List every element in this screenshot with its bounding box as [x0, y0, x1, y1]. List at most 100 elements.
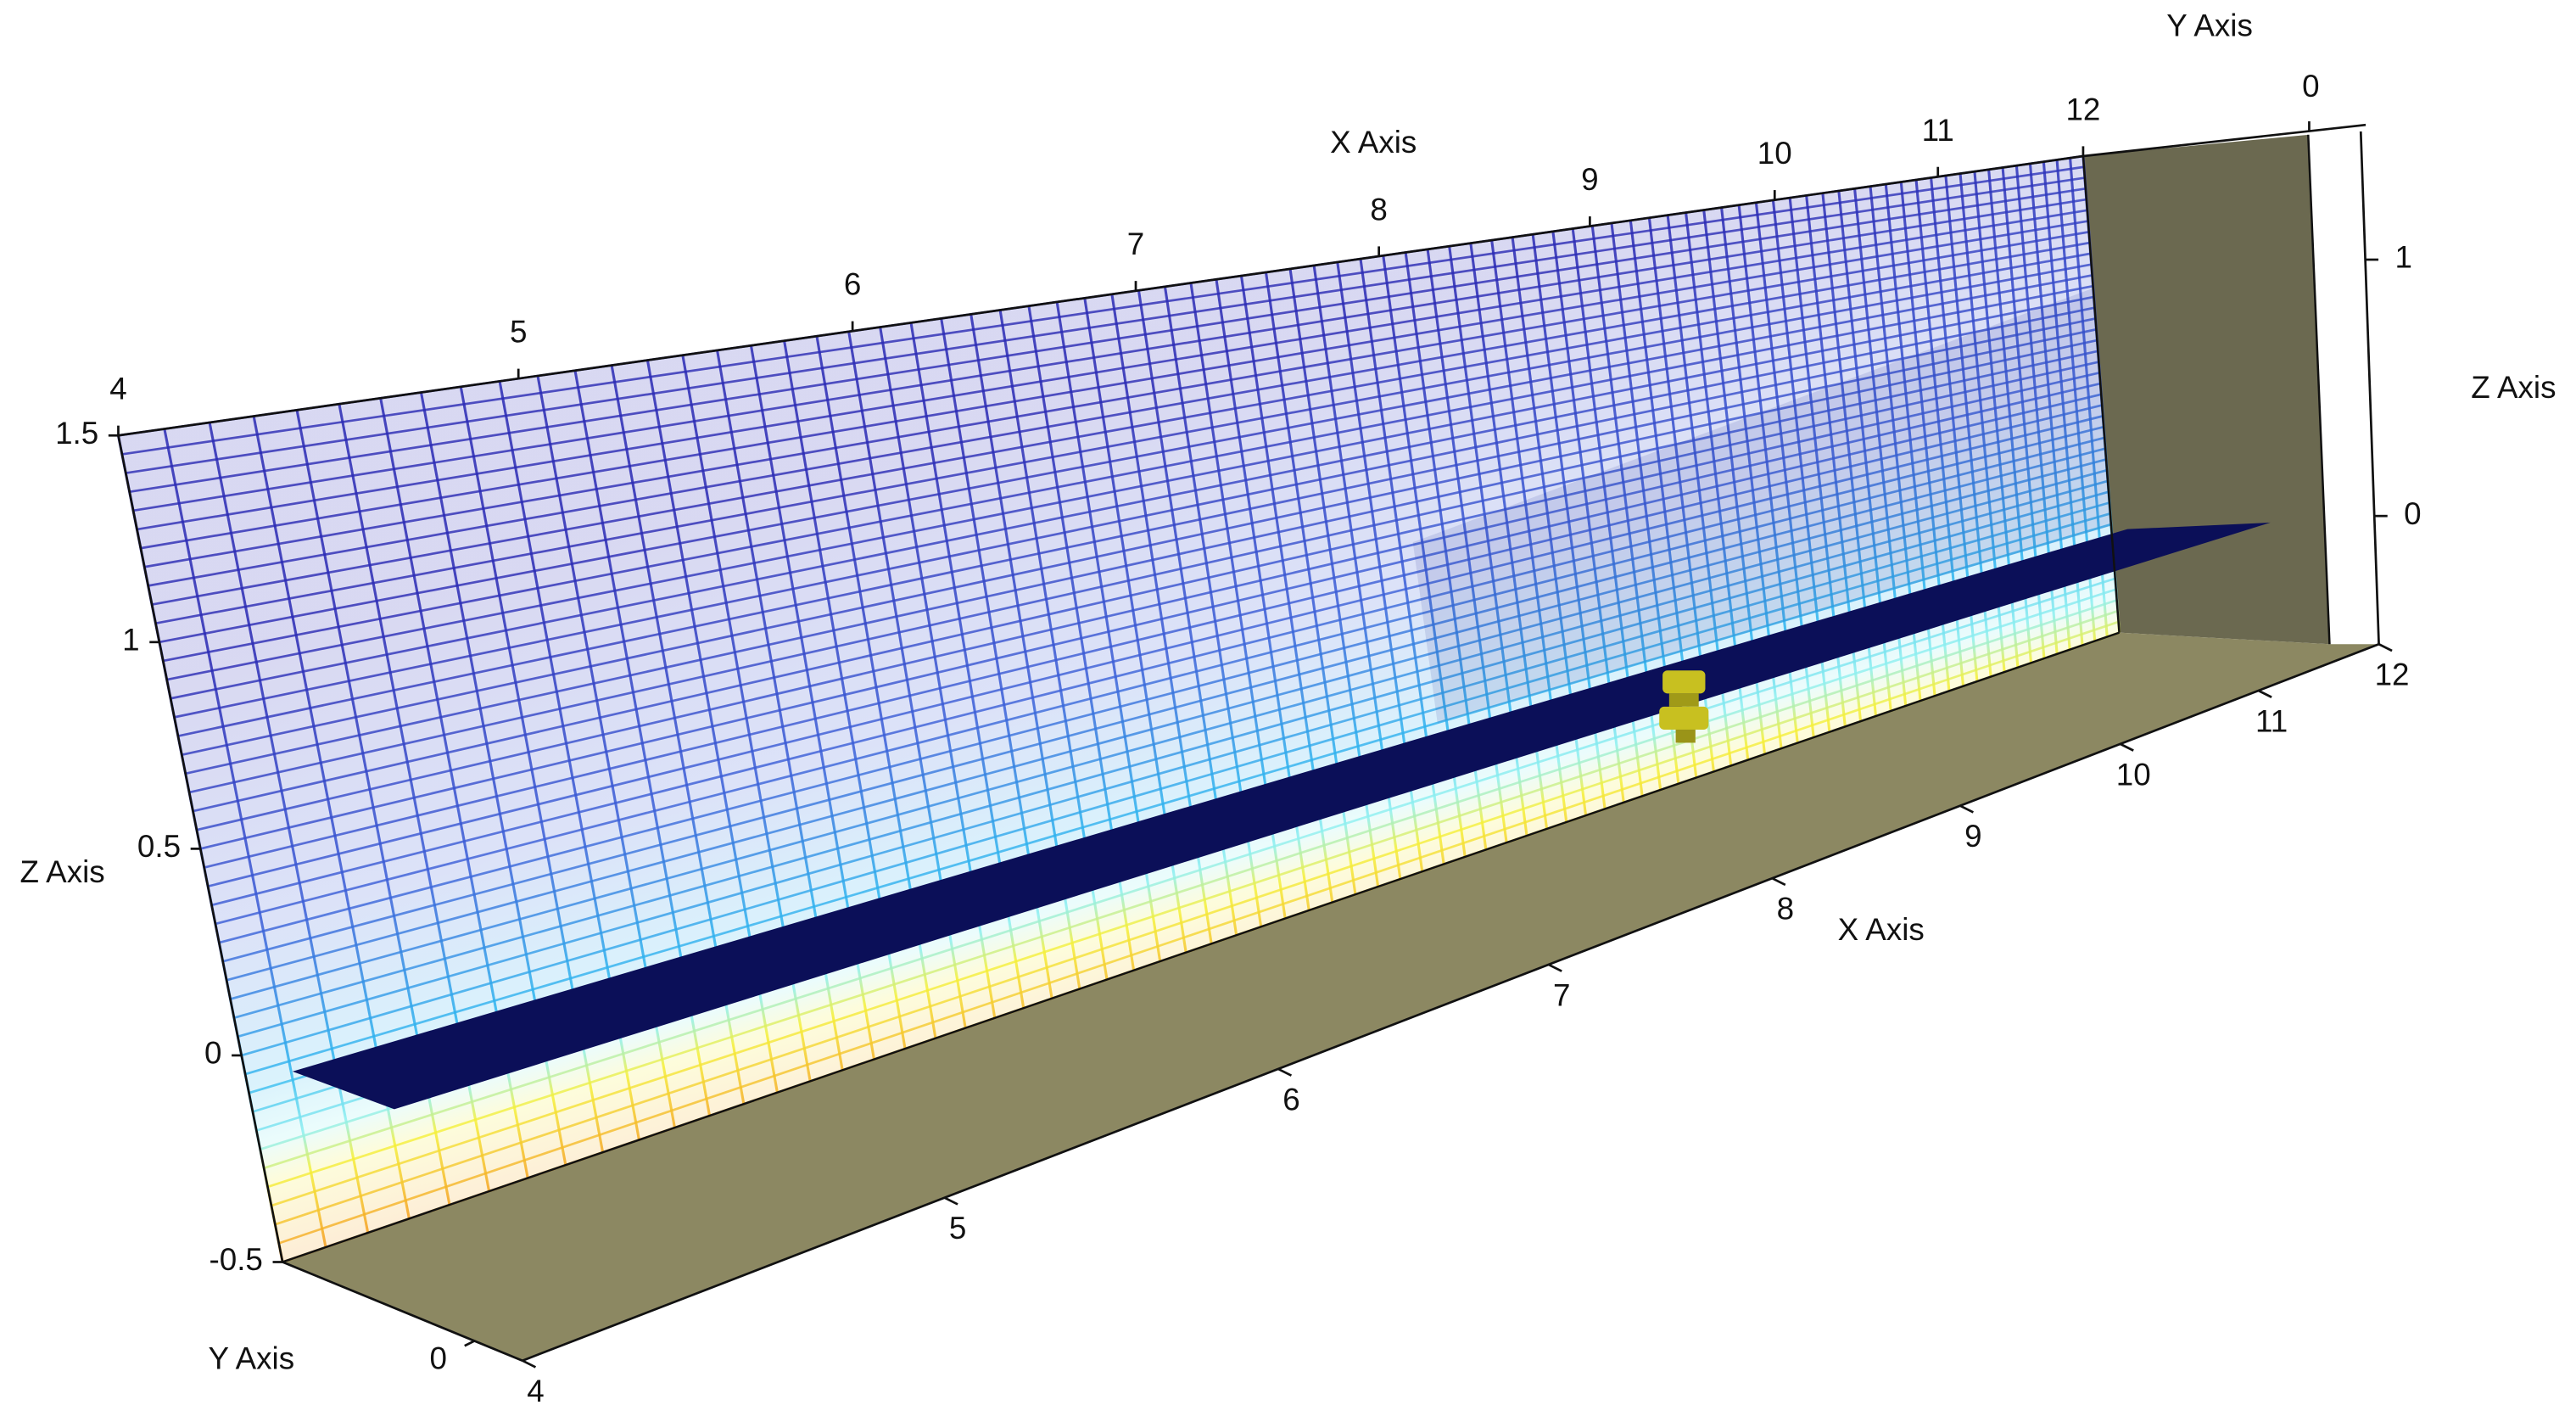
mesh-line	[267, 588, 2117, 1189]
probe-neck	[1668, 693, 1699, 707]
mesh-line	[215, 436, 2105, 926]
axis-title: X Axis	[1838, 912, 1925, 947]
mesh-line	[271, 599, 2118, 1207]
mesh-line	[222, 458, 2107, 963]
mesh-line	[211, 425, 2104, 907]
tick-mark	[1771, 876, 1786, 887]
tick-label: 4	[109, 372, 126, 406]
mesh-line	[188, 361, 2099, 794]
mesh-line	[193, 371, 2100, 813]
mesh-line	[237, 501, 2110, 1038]
axis-line	[2359, 131, 2380, 645]
tick-label: 7	[1553, 977, 1570, 1012]
tick-label: 0	[2404, 496, 2421, 531]
mesh-line	[177, 327, 2097, 737]
axis-line	[2082, 123, 2366, 158]
tick-label: 11	[1922, 113, 1954, 148]
mesh-line	[207, 415, 2104, 887]
tick-label: 0.5	[137, 829, 181, 864]
axis-title: Y Axis	[2166, 8, 2253, 43]
mesh-line	[166, 295, 2094, 681]
mesh-line	[170, 306, 2095, 700]
tick-label: 5	[510, 315, 527, 350]
mesh-line	[204, 404, 2103, 869]
tick-mark	[2258, 689, 2272, 698]
right-wall	[2082, 134, 2330, 645]
mesh-line	[140, 220, 2088, 550]
tick-label: 7	[1127, 227, 1144, 261]
floor	[282, 632, 2379, 1361]
mesh-line	[148, 241, 2090, 587]
mesh-line	[218, 447, 2106, 944]
tick-label: 12	[2065, 92, 2100, 126]
tick-mark	[2378, 643, 2393, 652]
probe-foot	[1675, 729, 1696, 743]
mesh-line	[132, 198, 2087, 512]
tick-mark	[943, 1196, 958, 1206]
tick-mark	[2120, 742, 2134, 752]
tick-label: 6	[1282, 1082, 1299, 1117]
mesh-line	[199, 393, 2102, 850]
tick-label: 10	[1757, 136, 1792, 171]
tick-label: 5	[949, 1211, 966, 1245]
mesh-line	[151, 252, 2091, 606]
tick-label: 0	[204, 1036, 221, 1071]
probe-base	[1659, 706, 1709, 730]
tick-label: 1.5	[55, 416, 98, 451]
axis-title: Y Axis	[209, 1341, 295, 1375]
mesh-line	[241, 512, 2111, 1057]
frame	[282, 134, 2331, 1263]
tick-label: 11	[2255, 703, 2288, 738]
axis-line	[118, 154, 2084, 437]
tick-label: 6	[844, 267, 861, 302]
tick-label: 4	[527, 1374, 544, 1405]
mesh-line	[137, 209, 2087, 531]
mesh-line	[196, 382, 2101, 831]
tick-mark	[522, 1359, 537, 1369]
mesh-line	[233, 490, 2109, 1019]
tick-label: 0	[430, 1341, 447, 1375]
tick-label: 9	[1964, 819, 1981, 854]
tick-label: -0.5	[209, 1242, 262, 1277]
plate	[292, 522, 2271, 1110]
tick-mark	[464, 1340, 475, 1347]
mesh-line	[159, 274, 2093, 644]
mesh-line	[274, 609, 2119, 1226]
frame-edge	[2307, 134, 2331, 645]
tick-label: 12	[2375, 658, 2410, 692]
mesh-line	[182, 339, 2098, 756]
axis-title: Z Axis	[20, 854, 105, 889]
mesh-line	[126, 176, 2086, 474]
probe-top	[1662, 670, 1706, 694]
tick-label: 1	[2394, 240, 2411, 275]
mesh-line	[244, 523, 2112, 1076]
tick-label: 1	[122, 623, 139, 658]
mesh-line	[163, 284, 2093, 663]
frame-edge	[282, 631, 2120, 1263]
mesh-line	[144, 231, 2089, 568]
tick-mark	[1548, 963, 1562, 972]
mesh-line	[263, 577, 2116, 1170]
mesh-line	[129, 187, 2087, 494]
tick-mark	[1959, 804, 1974, 814]
tick-label: 0	[2302, 69, 2319, 104]
axis-line	[282, 1261, 523, 1362]
mesh-line	[185, 350, 2098, 775]
tick-label: 8	[1370, 192, 1387, 227]
mesh-line	[121, 165, 2085, 456]
axis-title: Z Axis	[2471, 370, 2556, 405]
frame-edge	[2081, 155, 2121, 633]
axis-title: X Axis	[1330, 125, 1417, 160]
axis-line	[522, 642, 2380, 1362]
tick-label: 8	[1777, 892, 1794, 926]
mesh-line	[226, 468, 2108, 982]
tick-mark	[1277, 1067, 1293, 1077]
mesh-line	[230, 479, 2109, 1000]
probe	[1659, 670, 1709, 743]
tick-label: 10	[2116, 757, 2151, 792]
refined-region	[1412, 287, 2111, 724]
mesh-line	[174, 317, 2096, 719]
